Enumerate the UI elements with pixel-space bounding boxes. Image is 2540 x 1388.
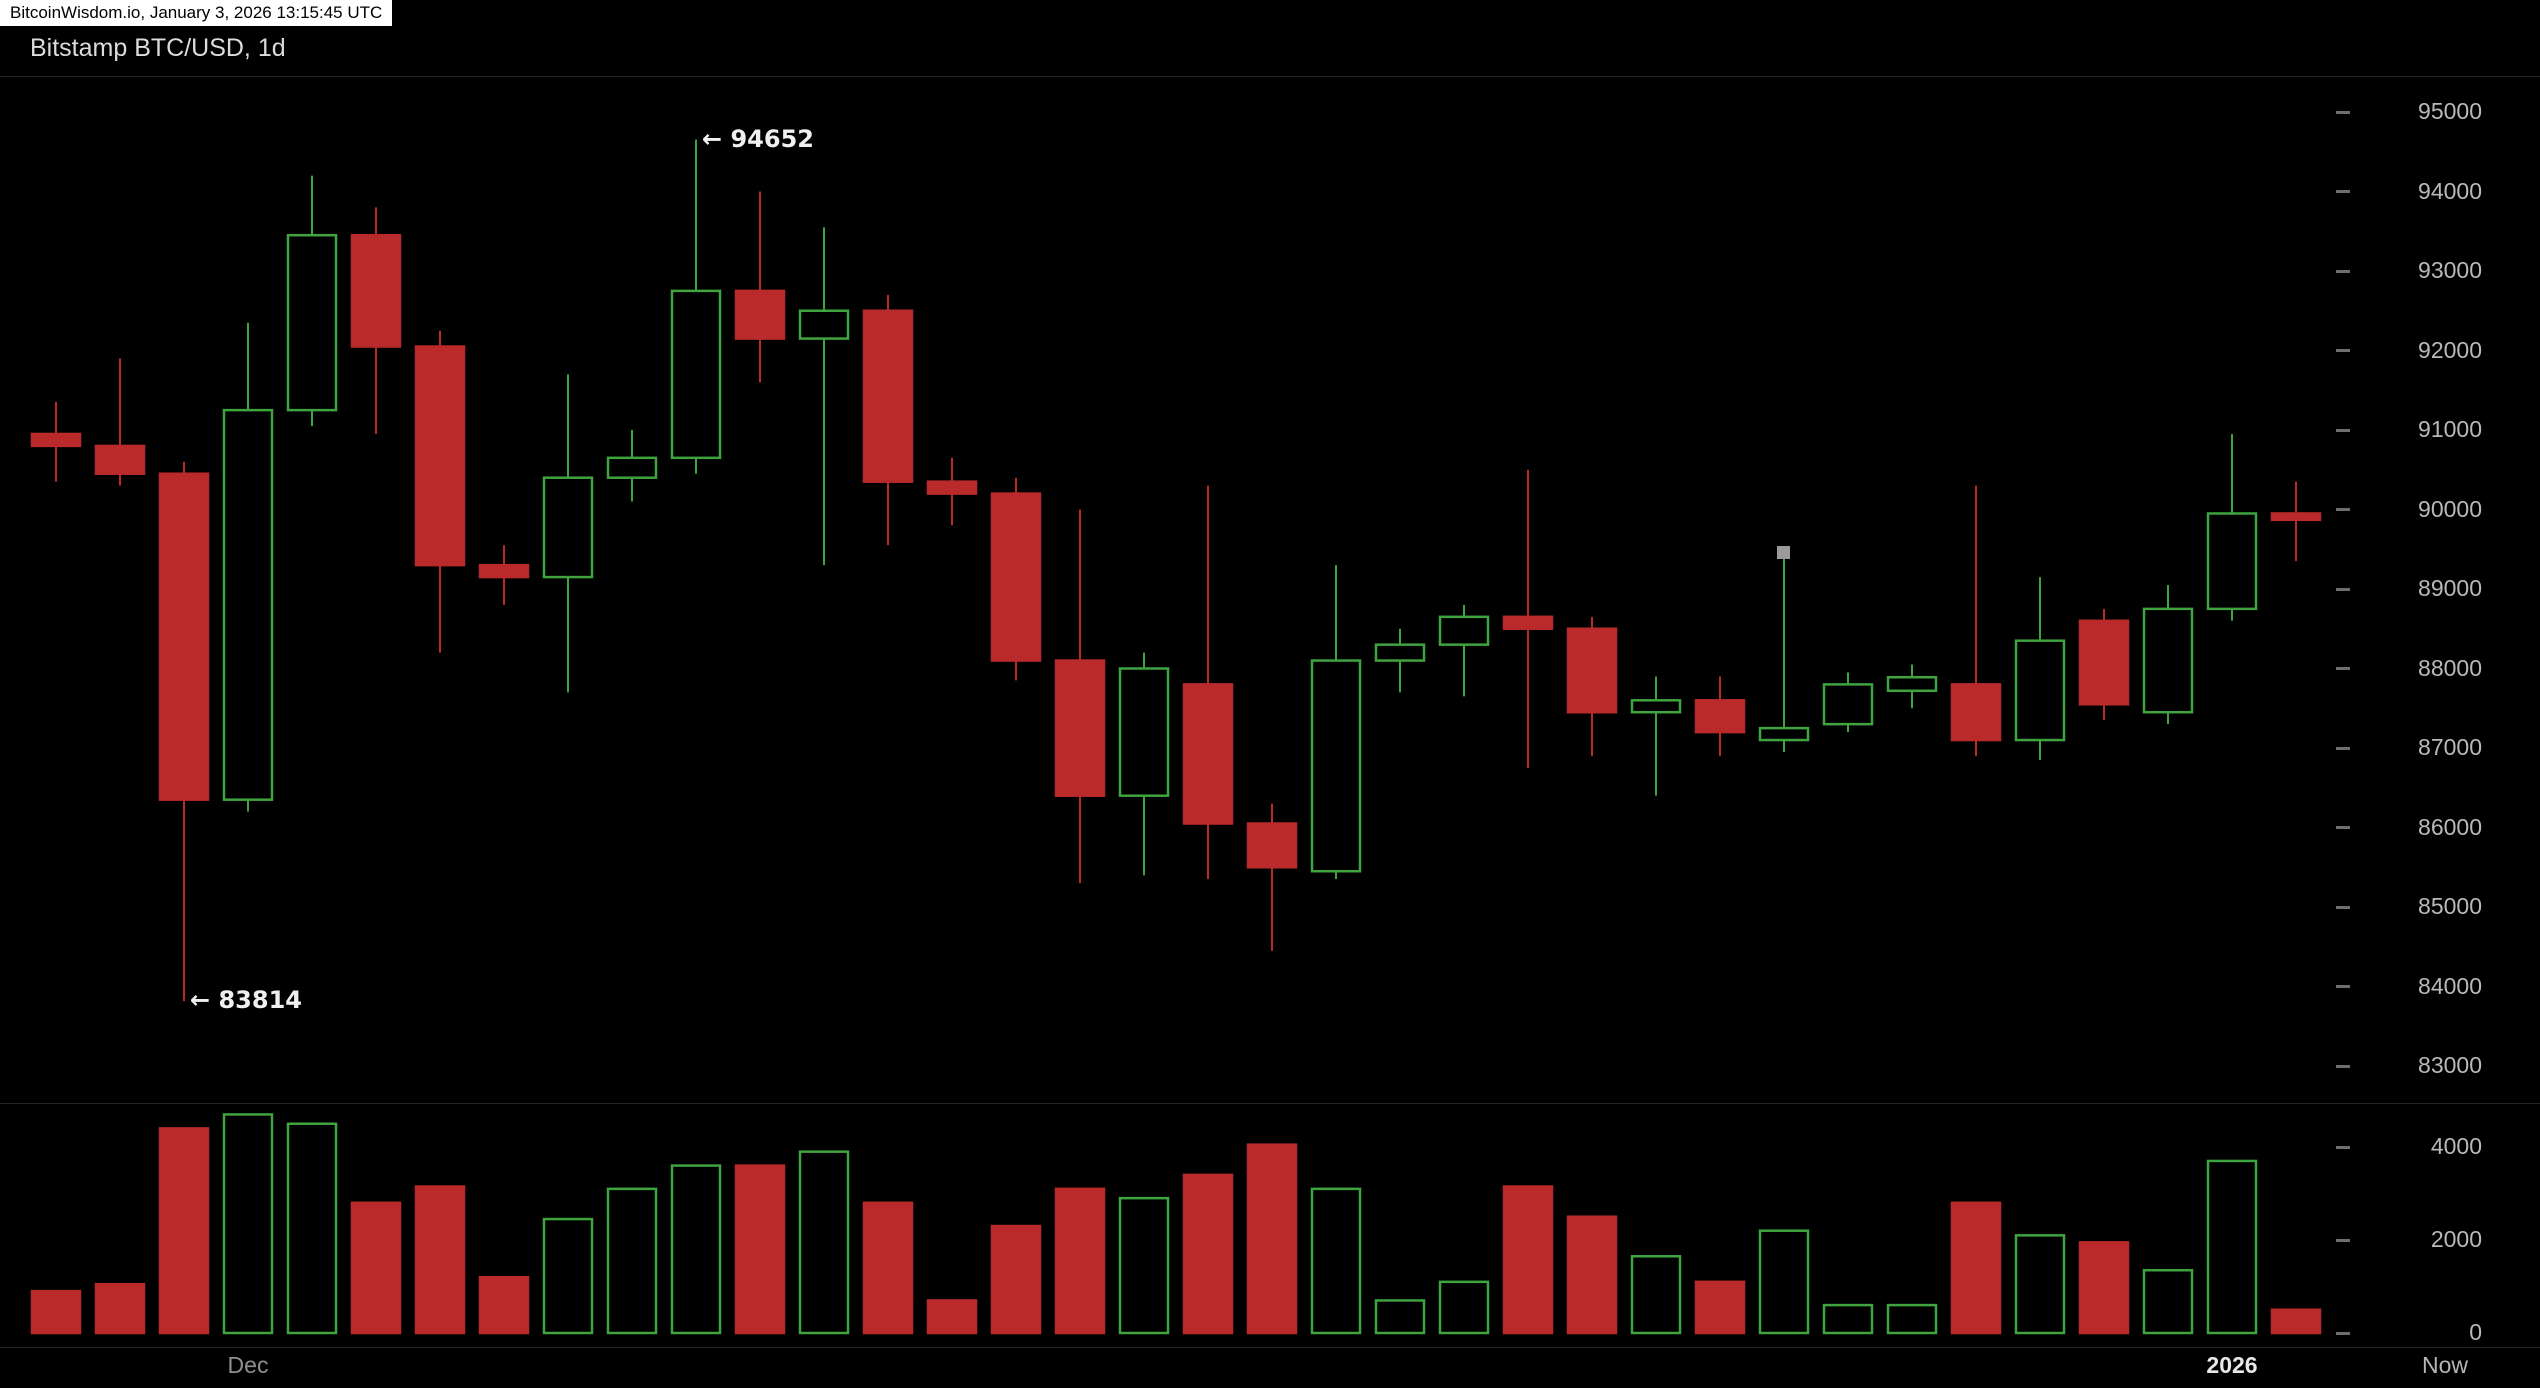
- time-axis-divider: [0, 1347, 2540, 1348]
- candle-body: [670, 289, 722, 460]
- candle-body: [1758, 726, 1810, 742]
- candle-body: [2078, 619, 2130, 706]
- volume-bar: [286, 1122, 338, 1335]
- volume-bar: [798, 1150, 850, 1335]
- candle-body: [1310, 659, 1362, 873]
- chart-title: Bitstamp BTC/USD, 1d: [30, 34, 286, 62]
- status-bar: BitcoinWisdom.io, January 3, 2026 13:15:…: [0, 0, 393, 26]
- volume-bar: [670, 1164, 722, 1335]
- volume-bar: [94, 1282, 146, 1335]
- volume-bar: [1374, 1299, 1426, 1335]
- candle-body: [158, 472, 210, 801]
- volume-bar: [222, 1113, 274, 1335]
- volume-bar: [1950, 1201, 2002, 1335]
- candle-body: [798, 309, 850, 340]
- volume-bar: [1182, 1173, 1234, 1335]
- candle-body: [1438, 615, 1490, 646]
- volume-bar: [1566, 1215, 1618, 1335]
- candle-body: [1246, 822, 1298, 869]
- volume-bar: [350, 1201, 402, 1335]
- candle-body: [2014, 639, 2066, 742]
- volume-bar: [1438, 1280, 1490, 1335]
- volume-bar: [1310, 1187, 1362, 1335]
- volume-bar: [2206, 1159, 2258, 1335]
- status-text: BitcoinWisdom.io, January 3, 2026 13:15:…: [10, 3, 383, 22]
- volume-bar: [2078, 1241, 2130, 1335]
- candle-body: [1118, 667, 1170, 797]
- volume-bar: [990, 1224, 1042, 1335]
- volume-bar: [2142, 1268, 2194, 1335]
- candle-body: [478, 563, 530, 579]
- volume-bar: [1118, 1196, 1170, 1335]
- candle-body: [350, 233, 402, 348]
- candle-body: [1950, 683, 2002, 742]
- candle-body: [286, 233, 338, 412]
- volume-bar: [1694, 1280, 1746, 1335]
- volume-bar: [1758, 1229, 1810, 1335]
- candle-body: [414, 345, 466, 567]
- volume-bar: [1630, 1255, 1682, 1335]
- volume-pane-divider: [0, 1103, 2540, 1104]
- candle-body: [1822, 683, 1874, 726]
- volume-bar: [542, 1217, 594, 1335]
- volume-bar: [1822, 1303, 1874, 1335]
- candle-body: [1502, 615, 1554, 631]
- volume-bar: [30, 1289, 82, 1335]
- candle-body: [1886, 675, 1938, 693]
- volume-bar: [2270, 1308, 2322, 1335]
- candle-body: [1566, 627, 1618, 714]
- candle-body: [1182, 683, 1234, 825]
- volume-bar: [734, 1164, 786, 1335]
- candle-body: [222, 408, 274, 801]
- volume-bar: [414, 1185, 466, 1335]
- candle-body: [926, 480, 978, 495]
- candle-body: [542, 476, 594, 579]
- candle-body: [862, 309, 914, 483]
- volume-bar: [926, 1299, 978, 1335]
- candle-body: [1374, 643, 1426, 662]
- candle-body: [2206, 512, 2258, 611]
- candle-body: [2142, 607, 2194, 714]
- volume-bar: [158, 1127, 210, 1335]
- candle-body: [606, 456, 658, 479]
- volume-bar: [478, 1275, 530, 1335]
- candle-body: [734, 289, 786, 340]
- volume-bar: [606, 1187, 658, 1335]
- volume-bar: [1886, 1303, 1938, 1335]
- candle-body: [1694, 699, 1746, 734]
- candle-body: [30, 432, 82, 448]
- candle-body: [990, 492, 1042, 662]
- volume-bar: [1502, 1185, 1554, 1335]
- candle-body: [2270, 512, 2322, 522]
- volume-bar: [2014, 1234, 2066, 1335]
- candle-body: [1054, 659, 1106, 797]
- candle-body: [1630, 699, 1682, 714]
- volume-bar: [862, 1201, 914, 1335]
- volume-bar: [1246, 1143, 1298, 1335]
- candle-body: [94, 444, 146, 475]
- volume-bar: [1054, 1187, 1106, 1335]
- chart-top-border: [0, 76, 2540, 77]
